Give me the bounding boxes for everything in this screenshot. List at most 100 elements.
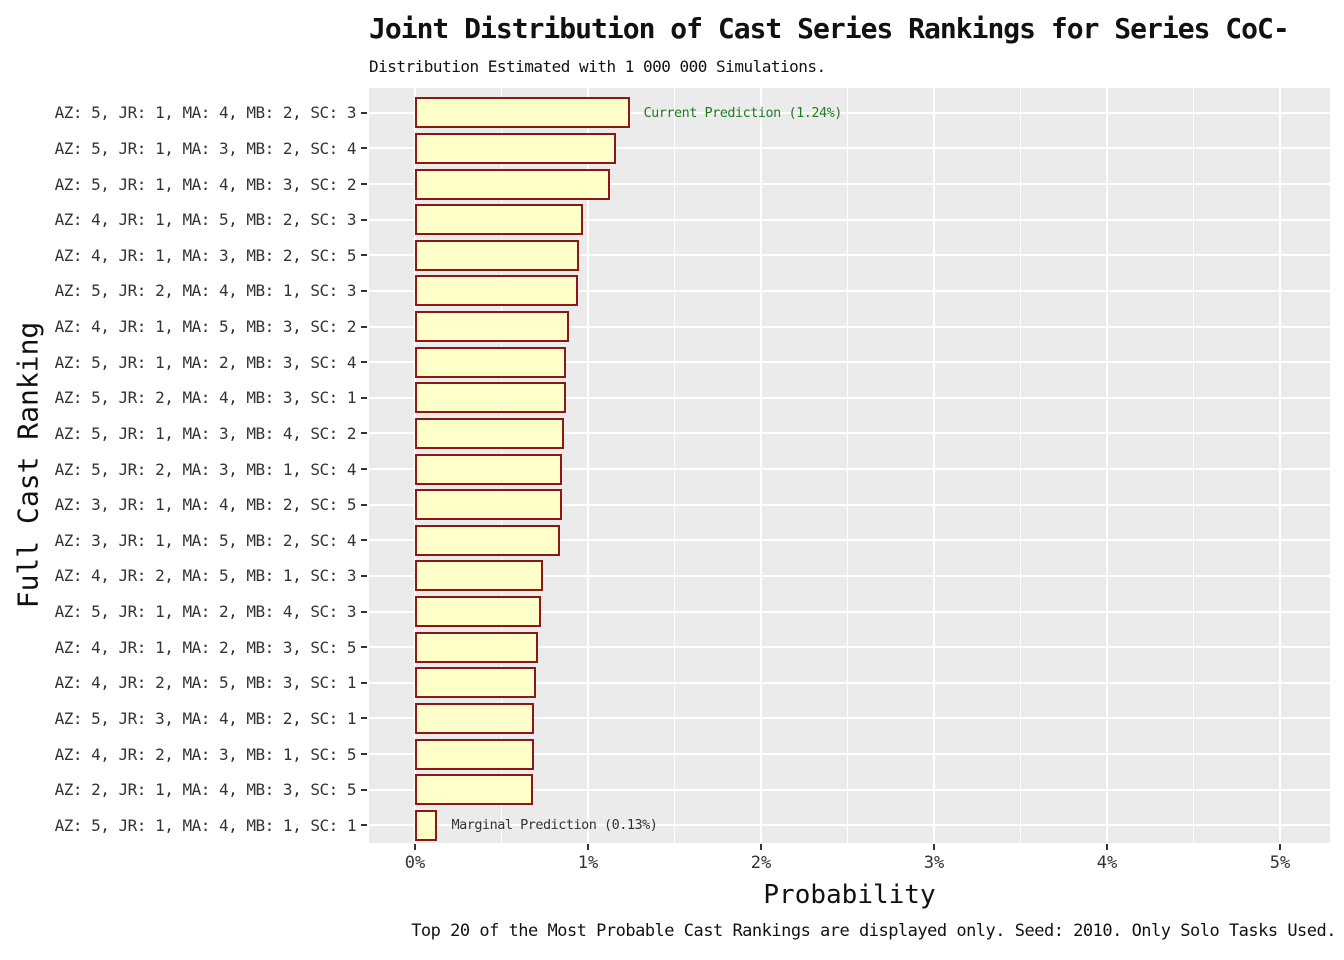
x-tick-label: 2%	[750, 853, 772, 873]
probability-bar	[415, 168, 611, 200]
category-gridline	[369, 646, 1330, 649]
y-axis-label-row: AZ: 4, JR: 1, MA: 3, MB: 2, SC: 5	[0, 238, 369, 274]
y-tick-mark	[361, 183, 367, 186]
y-axis-label: AZ: 5, JR: 1, MA: 2, MB: 4, SC: 3	[54, 602, 357, 622]
y-axis-label: AZ: 4, JR: 1, MA: 5, MB: 3, SC: 2	[54, 317, 357, 337]
y-tick-mark	[361, 254, 367, 257]
y-axis-label: AZ: 5, JR: 1, MA: 3, MB: 4, SC: 2	[54, 423, 357, 443]
probability-bar	[415, 774, 533, 806]
minor-gridline	[846, 88, 849, 843]
category-gridline	[369, 539, 1330, 542]
y-axis-label: AZ: 4, JR: 1, MA: 3, MB: 2, SC: 5	[54, 245, 357, 265]
probability-bar	[415, 275, 578, 307]
y-axis-label-row: AZ: 3, JR: 1, MA: 5, MB: 2, SC: 4	[0, 523, 369, 559]
major-gridline	[587, 88, 589, 843]
y-axis-label: AZ: 4, JR: 1, MA: 2, MB: 3, SC: 5	[54, 637, 357, 657]
category-gridline	[369, 111, 1330, 114]
y-axis-label: AZ: 4, JR: 2, MA: 5, MB: 3, SC: 1	[54, 673, 357, 693]
y-axis-label-row: AZ: 4, JR: 2, MA: 3, MB: 1, SC: 5	[0, 736, 369, 772]
y-axis-label-row: AZ: 5, JR: 1, MA: 2, MB: 4, SC: 3	[0, 594, 369, 630]
probability-bar	[415, 204, 583, 236]
y-axis-label-row: AZ: 5, JR: 1, MA: 4, MB: 2, SC: 3	[0, 95, 369, 131]
probability-bar	[415, 417, 564, 449]
minor-gridline	[673, 88, 676, 843]
y-tick-mark	[361, 539, 367, 542]
minor-gridline	[1019, 88, 1022, 843]
y-tick-mark	[361, 289, 367, 292]
category-gridline	[369, 824, 1330, 827]
x-tick-mark	[760, 844, 762, 850]
y-tick-mark	[361, 432, 367, 435]
major-gridline	[1279, 88, 1281, 843]
y-tick-mark	[361, 717, 367, 720]
y-tick-mark	[361, 824, 367, 827]
y-axis-label-row: AZ: 2, JR: 1, MA: 4, MB: 3, SC: 5	[0, 772, 369, 808]
category-gridline	[369, 610, 1330, 613]
probability-bar	[415, 809, 438, 841]
y-axis-label: AZ: 5, JR: 1, MA: 2, MB: 3, SC: 4	[54, 352, 357, 372]
probability-bar	[415, 453, 563, 485]
bar-annotation: Marginal Prediction (0.13%)	[451, 817, 658, 834]
y-axis-label: AZ: 5, JR: 3, MA: 4, MB: 2, SC: 1	[54, 708, 357, 728]
y-tick-mark	[361, 396, 367, 399]
bar-row	[369, 629, 1330, 665]
category-gridline	[369, 183, 1330, 186]
bar-row	[369, 273, 1330, 309]
y-tick-mark	[361, 361, 367, 364]
chart-caption: Top 20 of the Most Probable Cast Ranking…	[411, 921, 1336, 941]
major-gridline	[933, 88, 935, 843]
y-axis-label: AZ: 3, JR: 1, MA: 5, MB: 2, SC: 4	[54, 530, 357, 550]
major-gridline	[760, 88, 762, 843]
y-tick-mark	[361, 788, 367, 791]
category-gridline	[369, 717, 1330, 720]
category-gridline	[369, 468, 1330, 471]
x-tick-label: 1%	[577, 853, 599, 873]
bar-row	[369, 487, 1330, 523]
y-axis-label: AZ: 4, JR: 1, MA: 5, MB: 2, SC: 3	[54, 210, 357, 230]
x-tick-mark	[1279, 844, 1281, 850]
category-gridline	[369, 681, 1330, 684]
bar-row	[369, 594, 1330, 630]
y-axis-label: AZ: 5, JR: 1, MA: 4, MB: 3, SC: 2	[54, 174, 357, 194]
probability-bar	[415, 702, 535, 734]
y-tick-mark	[361, 325, 367, 328]
major-gridline	[1106, 88, 1108, 843]
x-tick-mark	[933, 844, 935, 850]
bar-row	[369, 736, 1330, 772]
category-gridline	[369, 396, 1330, 399]
y-axis-label-row: AZ: 5, JR: 2, MA: 3, MB: 1, SC: 4	[0, 451, 369, 487]
x-tick-label: 0%	[404, 853, 426, 873]
y-axis-label-row: AZ: 5, JR: 2, MA: 4, MB: 1, SC: 3	[0, 273, 369, 309]
y-axis-label: AZ: 4, JR: 2, MA: 3, MB: 1, SC: 5	[54, 744, 357, 764]
y-axis-label-row: AZ: 5, JR: 1, MA: 4, MB: 3, SC: 2	[0, 166, 369, 202]
bar-row	[369, 701, 1330, 737]
bar-row	[369, 665, 1330, 701]
y-axis-label-row: AZ: 5, JR: 1, MA: 4, MB: 1, SC: 1	[0, 808, 369, 844]
bar-row	[369, 238, 1330, 274]
bar-row	[369, 344, 1330, 380]
bar-row	[369, 380, 1330, 416]
category-gridline	[369, 254, 1330, 257]
bar-row	[369, 166, 1330, 202]
y-tick-mark	[361, 468, 367, 471]
y-axis-label-row: AZ: 4, JR: 2, MA: 5, MB: 3, SC: 1	[0, 665, 369, 701]
y-tick-mark	[361, 681, 367, 684]
bar-rows: Current Prediction (1.24%) Marginal Predi…	[369, 95, 1330, 843]
y-axis-label: AZ: 5, JR: 1, MA: 4, MB: 1, SC: 1	[54, 815, 357, 835]
x-tick-mark	[414, 844, 416, 850]
bar-row	[369, 451, 1330, 487]
category-gridline	[369, 788, 1330, 791]
probability-bar	[415, 382, 566, 414]
category-gridline	[369, 574, 1330, 577]
y-axis-label-row: AZ: 5, JR: 1, MA: 2, MB: 3, SC: 4	[0, 344, 369, 380]
probability-bar	[415, 346, 566, 378]
y-axis-label: AZ: 3, JR: 1, MA: 4, MB: 2, SC: 5	[54, 495, 357, 515]
probability-bar	[415, 524, 561, 556]
y-axis-label-row: AZ: 4, JR: 1, MA: 2, MB: 3, SC: 5	[0, 629, 369, 665]
y-axis-label-row: AZ: 4, JR: 2, MA: 5, MB: 1, SC: 3	[0, 558, 369, 594]
x-tick-mark	[587, 844, 589, 850]
probability-bar	[415, 97, 630, 129]
y-axis-label: AZ: 5, JR: 2, MA: 4, MB: 1, SC: 3	[54, 281, 357, 301]
y-axis-label-row: AZ: 5, JR: 2, MA: 4, MB: 3, SC: 1	[0, 380, 369, 416]
y-tick-mark	[361, 147, 367, 150]
